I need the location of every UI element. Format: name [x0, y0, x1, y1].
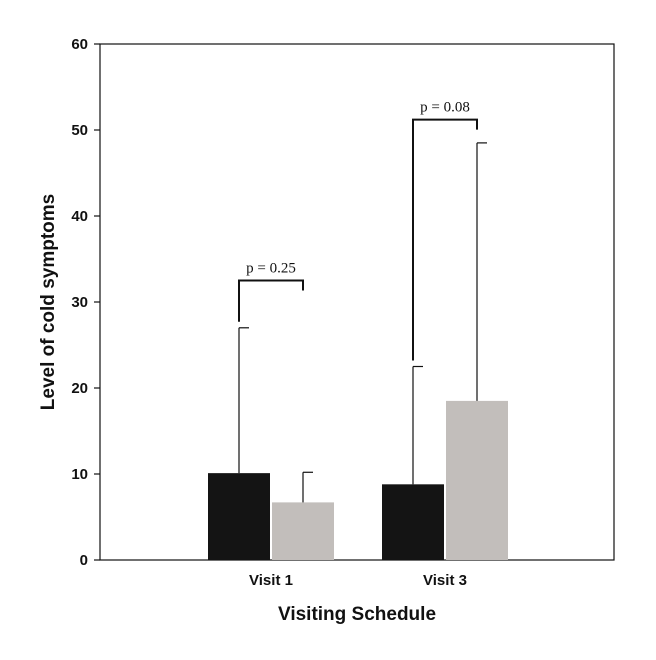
y-axis-label: Level of cold symptoms [38, 194, 59, 410]
p-value-label: p = 0.08 [420, 100, 470, 116]
annotations: p = 0.25 p = 0.08 [238, 100, 478, 361]
y-tick-label: 40 [71, 208, 88, 225]
bar [208, 473, 270, 560]
significance-bracket [238, 279, 304, 322]
bar [382, 484, 444, 560]
y-tick-label: 0 [80, 552, 88, 569]
bars [208, 142, 508, 560]
y-tick-label: 60 [71, 36, 88, 53]
plot-frame [99, 43, 615, 561]
plot-area [99, 43, 615, 561]
y-tick-label: 30 [71, 294, 88, 311]
y-tick-label: 50 [71, 122, 88, 139]
y-tick-label: 10 [71, 466, 88, 483]
x-axis: Visit 1 Visit 3 [249, 572, 467, 589]
significance-bracket [412, 118, 478, 361]
x-tick-label: Visit 1 [249, 572, 293, 589]
bar [272, 502, 334, 560]
x-axis-label: Visiting Schedule [278, 604, 436, 625]
p-value-label: p = 0.25 [246, 261, 296, 277]
x-tick-label: Visit 3 [423, 572, 467, 589]
y-axis: 0 10 20 30 40 50 60 [71, 36, 100, 569]
bar [446, 400, 508, 560]
y-tick-label: 20 [71, 380, 88, 397]
